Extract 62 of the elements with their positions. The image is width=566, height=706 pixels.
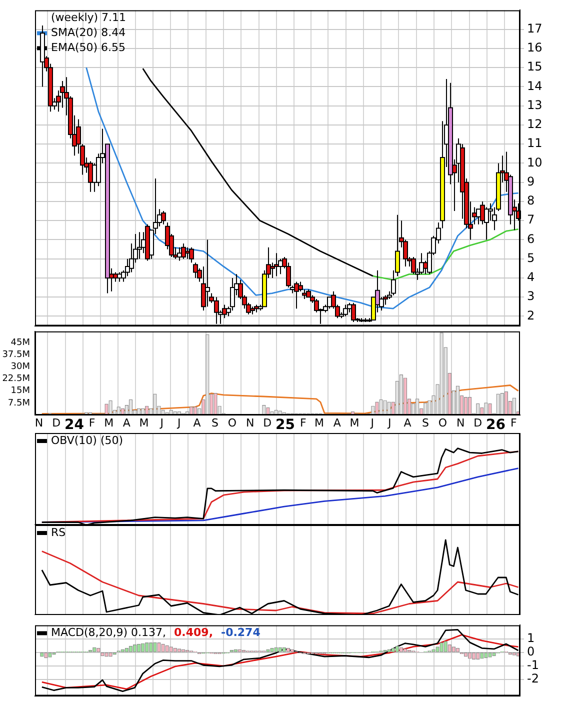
y-tick-label: 11 [527,136,542,150]
legend-label: RS [51,526,66,539]
y-tick-label: 7.5M [8,398,30,408]
y-tick-label: 7 [527,212,535,227]
y-tick-label: 0 [527,644,535,658]
y-tick-label: 10 [527,155,542,170]
y-tick-label: 15 [527,60,542,74]
legend-label: EMA(50) 6.55 [51,41,126,54]
x-tick-label: D [52,416,61,430]
x-tick-label: M [139,416,149,430]
x-tick-label: D [263,416,272,430]
y-tick-label: 8 [527,194,535,208]
x-tick-label: F [510,416,517,430]
x-tick-label: 25 [276,417,296,434]
x-tick-label: J [176,416,181,430]
y-tick-label: 6 [527,232,535,246]
x-tick-label: A [333,416,342,430]
x-tick-label: S [211,416,218,430]
text: 0.409, [174,626,214,640]
x-tick-label: A [193,416,202,430]
x-tick-label: J [370,416,374,430]
x-tick-label: N [246,416,254,430]
legend-label: MACD(8,20,9) 0.137, [51,626,166,640]
x-tick-label: N [456,416,465,430]
y-tick-label: 13 [527,98,542,112]
x-tick-label: 26 [486,417,506,434]
x-tick-label: J [387,416,392,430]
y-tick-label: 5 [527,250,535,265]
y-tick-label: 45M [10,338,30,348]
x-tick-label: D [474,416,482,430]
y-tick-label: 2 [527,308,535,322]
x-tick-label: M [314,416,324,430]
y-tick-label: 1 [527,630,535,645]
x-tick-label: F [88,416,96,430]
x-tick-label: A [404,416,412,430]
y-tick-label: -2 [527,672,539,686]
x-tick-label: M [104,416,114,430]
y-tick-label: -1 [527,658,539,672]
chart-title: (weekly) 7.11 [51,11,126,24]
x-tick-label: J [159,416,164,430]
series-label: -0.274 [221,626,261,640]
y-tick-label: 12 [527,117,542,132]
x-tick-label: M [350,416,360,430]
y-tick-label: 15M [10,386,30,396]
x-tick-label: O [228,416,237,430]
x-tick-label: O [438,416,448,430]
x-tick-label: N [34,416,44,430]
y-tick-label: 4 [527,270,535,284]
y-tick-label: 17 [527,21,542,36]
legend-label: OBV(10) (50) [51,434,124,447]
y-tick-label: 37.5M [2,350,30,360]
legend-label: SMA(20) 8.44 [51,26,126,40]
x-tick-label: S [422,416,429,430]
y-tick-label: 3 [527,289,535,304]
x-tick-label: F [300,416,306,430]
x-tick-label: A [122,416,131,430]
y-tick-label: 9 [527,174,535,188]
y-tick-label: 30M [10,362,30,372]
y-tick-label: 14 [527,78,542,93]
y-tick-label: 16 [527,40,542,55]
y-tick-label: 22.5M [2,374,30,384]
x-tick-label: 24 [64,417,84,434]
